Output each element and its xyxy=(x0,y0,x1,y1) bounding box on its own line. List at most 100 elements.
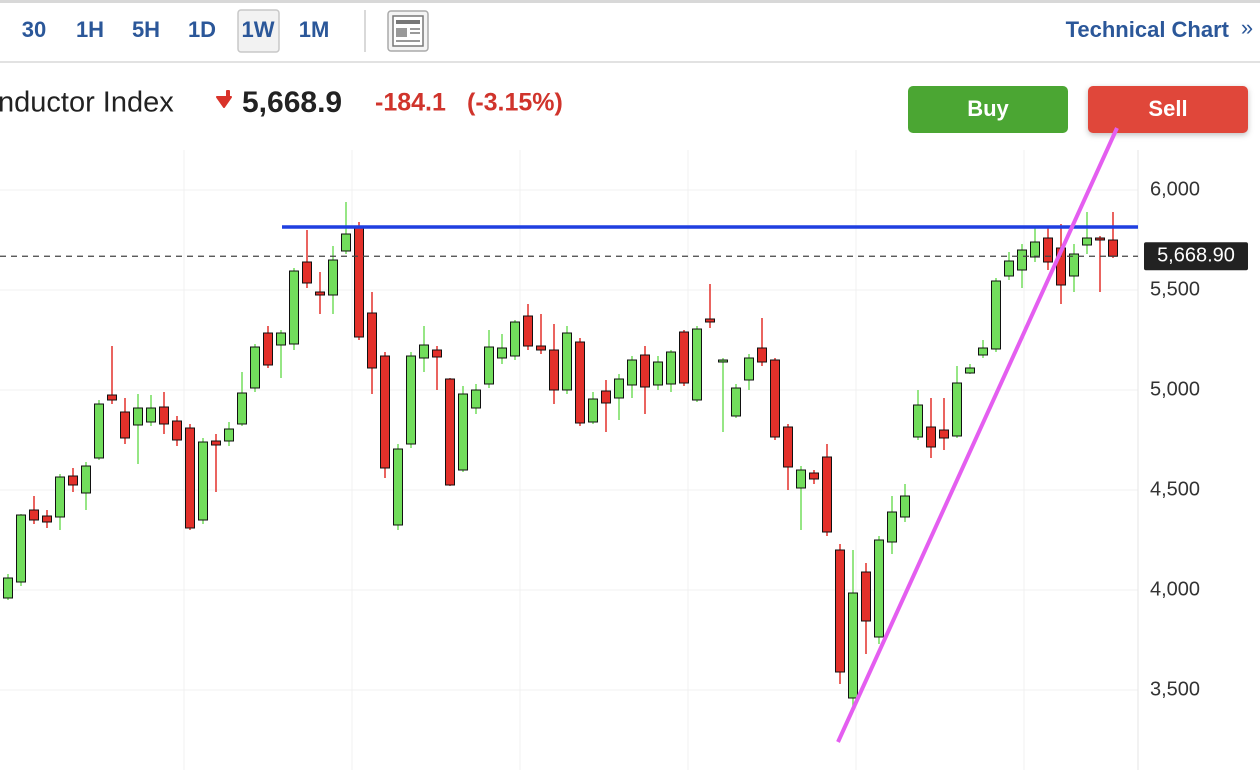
candle-body xyxy=(29,509,39,521)
candle-body xyxy=(627,359,637,386)
candle-body xyxy=(484,346,494,385)
selected-box xyxy=(237,9,280,53)
candle-body xyxy=(744,357,754,381)
candle-body xyxy=(497,347,507,359)
candle-body xyxy=(315,291,325,296)
candle-body xyxy=(471,389,481,409)
change-percent: (-3.15%) xyxy=(467,89,563,117)
sell-button[interactable] xyxy=(1088,86,1248,133)
trend-line xyxy=(836,127,1119,743)
candle-body xyxy=(16,514,26,583)
toolbar: 30 1H 5H 1D 1W 1M xyxy=(22,9,330,53)
candle-body xyxy=(796,469,806,489)
candle-body xyxy=(965,367,975,374)
interval-button[interactable]: 1H xyxy=(76,17,104,42)
candle-body xyxy=(991,280,1001,350)
candle-body xyxy=(354,226,364,338)
candle-body xyxy=(783,426,793,468)
candle-body xyxy=(705,318,715,323)
buy-button[interactable] xyxy=(908,86,1068,133)
candle-body xyxy=(666,351,676,385)
candle-body xyxy=(1069,253,1079,277)
news-icon[interactable] xyxy=(387,10,429,52)
candle-body xyxy=(835,549,845,673)
candle-body xyxy=(562,332,572,391)
candle-body xyxy=(913,404,923,438)
candle-body xyxy=(861,571,871,622)
candle-body xyxy=(406,355,416,445)
candle-body xyxy=(185,427,195,529)
candle-body xyxy=(250,346,260,389)
candle-body xyxy=(120,411,130,439)
candle-body xyxy=(757,347,767,363)
candle-body xyxy=(302,261,312,284)
y-tick-label: 6,000 xyxy=(1150,178,1200,200)
candle-body xyxy=(3,577,13,599)
candle-body xyxy=(640,354,650,388)
candle-body xyxy=(393,448,403,526)
candle-body xyxy=(198,441,208,521)
candle-body xyxy=(445,378,455,486)
interval-button[interactable]: 5H xyxy=(132,17,160,42)
candle-body xyxy=(328,259,338,296)
candle-body xyxy=(510,321,520,357)
candle-body xyxy=(679,331,689,384)
change: -184.1 xyxy=(375,89,446,117)
candle-body xyxy=(1030,241,1040,258)
candle-body xyxy=(731,387,741,417)
buy-label[interactable]: Buy xyxy=(967,96,1009,121)
candle-body xyxy=(133,407,143,426)
sell-label[interactable]: Sell xyxy=(1148,96,1187,121)
candle-body xyxy=(1017,249,1027,271)
price: 5,668.9 xyxy=(242,86,342,119)
instrument-name: nductor Index xyxy=(0,87,174,119)
candle-body xyxy=(575,341,585,424)
candle-body xyxy=(588,398,598,423)
y-tick-label: 4,500 xyxy=(1150,478,1200,500)
candle-body xyxy=(237,392,247,425)
candle-body xyxy=(419,344,429,359)
interval-button[interactable]: 1M xyxy=(299,17,330,42)
y-tick-label: 5,000 xyxy=(1150,378,1200,400)
last-price-box xyxy=(1144,242,1248,271)
candle-body xyxy=(42,515,52,523)
candle-body xyxy=(523,315,533,347)
candle-body xyxy=(289,270,299,345)
candle-body xyxy=(1095,237,1105,241)
candle-body xyxy=(874,539,884,638)
candle-body xyxy=(926,426,936,448)
candle-body xyxy=(536,345,546,351)
candle-body xyxy=(939,429,949,439)
candle-body xyxy=(1082,237,1092,246)
candle-body xyxy=(887,511,897,543)
candle-body xyxy=(614,378,624,399)
candle-body xyxy=(770,359,780,438)
technical-chart-link[interactable]: Technical Chart xyxy=(1066,17,1230,42)
candle-body xyxy=(692,328,702,401)
candle-body xyxy=(601,390,611,404)
y-tick-label: 5,500 xyxy=(1150,278,1200,300)
candle-body xyxy=(68,475,78,486)
grid xyxy=(0,150,1138,770)
candle-body xyxy=(276,332,286,346)
candle-body xyxy=(1004,260,1014,277)
candle-body xyxy=(653,361,663,386)
link-icon[interactable]: » xyxy=(1241,15,1253,40)
candle-body xyxy=(1043,237,1053,263)
candle-body xyxy=(159,406,169,425)
candle-body xyxy=(55,476,65,518)
candle-body xyxy=(809,472,819,480)
candle-body xyxy=(367,312,377,369)
candle-body xyxy=(172,420,182,441)
y-axis: 3,500 4,000 4,500 5,000 5,500 6,000 5,668.90 xyxy=(1144,178,1248,700)
candle-body xyxy=(822,456,832,533)
interval-button[interactable]: 30 xyxy=(22,17,46,42)
candle-body xyxy=(146,407,156,423)
candle-body xyxy=(432,349,442,358)
candle-body xyxy=(224,428,234,442)
interval-button[interactable]: 1D xyxy=(188,17,216,42)
interval-button[interactable]: 1W xyxy=(242,17,275,42)
candle-body xyxy=(94,403,104,459)
